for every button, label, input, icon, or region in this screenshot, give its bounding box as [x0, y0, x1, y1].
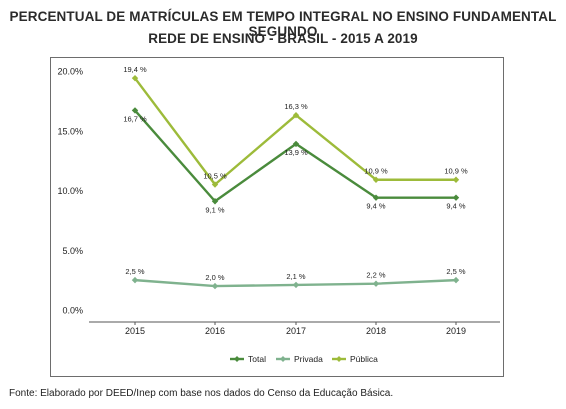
data-point-publica — [372, 176, 380, 183]
y-tick-label: 15.0% — [57, 126, 83, 136]
legend: Total Privada Pública — [230, 354, 378, 364]
data-label-privada: 2,0 % — [205, 273, 225, 282]
data-labels: 16,7 % 9,1 % 13,9 % 9,4 % 9,4 % 2,5 % 2,0 % 2,1… — [123, 65, 468, 282]
data-label-publica: 19,4 % — [123, 65, 147, 74]
x-tick-label: 2016 — [205, 326, 225, 336]
y-axis: 0.0% 5.0% 10.0% 15.0% 20.0% — [57, 67, 83, 316]
data-label-total: 9,4 % — [366, 202, 386, 211]
data-label-publica: 10,9 % — [364, 167, 388, 176]
legend-marker-total — [234, 356, 240, 362]
legend-label-privada: Privada — [294, 354, 323, 364]
legend-label-total: Total — [248, 354, 266, 364]
data-label-privada: 2,1 % — [286, 272, 306, 281]
data-point-privada — [452, 276, 460, 284]
x-tick-label: 2019 — [446, 326, 466, 336]
data-point-privada — [292, 281, 300, 289]
y-tick-label: 5.0% — [62, 246, 83, 256]
data-point-publica — [292, 112, 300, 119]
data-label-publica: 16,3 % — [284, 102, 308, 111]
series-lines — [131, 74, 460, 290]
x-tick-label: 2018 — [366, 326, 386, 336]
data-label-total: 16,7 % — [123, 114, 147, 123]
y-tick-label: 10.0% — [57, 186, 83, 196]
data-point-total — [131, 107, 139, 114]
data-label-total: 9,4 % — [446, 202, 466, 211]
data-label-privada: 2,5 % — [125, 267, 145, 276]
y-tick-label: 20.0% — [57, 67, 83, 77]
data-point-total — [452, 194, 460, 201]
x-axis: 2015 2016 2017 2018 2019 — [89, 321, 500, 336]
x-tick-label: 2017 — [286, 326, 306, 336]
source-note: Fonte: Elaborado por DEED/Inep com base … — [9, 388, 394, 399]
data-label-total: 9,1 % — [205, 205, 225, 214]
data-label-publica: 10,9 % — [444, 167, 468, 176]
data-label-total: 13,9 % — [284, 148, 308, 157]
plot-frame — [50, 57, 504, 377]
data-point-privada — [211, 282, 219, 290]
data-point-publica — [452, 176, 460, 183]
data-point-privada — [372, 280, 380, 287]
data-label-privada: 2,2 % — [366, 271, 386, 280]
chart-title-line-2: REDE DE ENSINO - BRASIL - 2015 A 2019 — [148, 31, 418, 46]
chart-title-line-1: PERCENTUAL DE MATRÍCULAS EM TEMPO INTEGR… — [9, 9, 557, 39]
legend-marker-privada — [280, 356, 286, 362]
legend-marker-publica — [336, 356, 342, 362]
data-point-publica — [211, 181, 219, 188]
series-line-publica — [134, 77, 456, 186]
data-label-privada: 2,5 % — [446, 267, 466, 276]
data-point-total — [211, 198, 219, 205]
data-point-total — [372, 194, 380, 201]
legend-label-publica: Pública — [350, 354, 378, 364]
data-label-publica: 10,5 % — [203, 172, 227, 181]
x-tick-label: 2015 — [125, 326, 145, 336]
y-tick-label: 0.0% — [62, 306, 83, 316]
data-point-privada — [131, 276, 139, 284]
data-point-publica — [131, 74, 139, 82]
data-point-total — [292, 140, 300, 148]
